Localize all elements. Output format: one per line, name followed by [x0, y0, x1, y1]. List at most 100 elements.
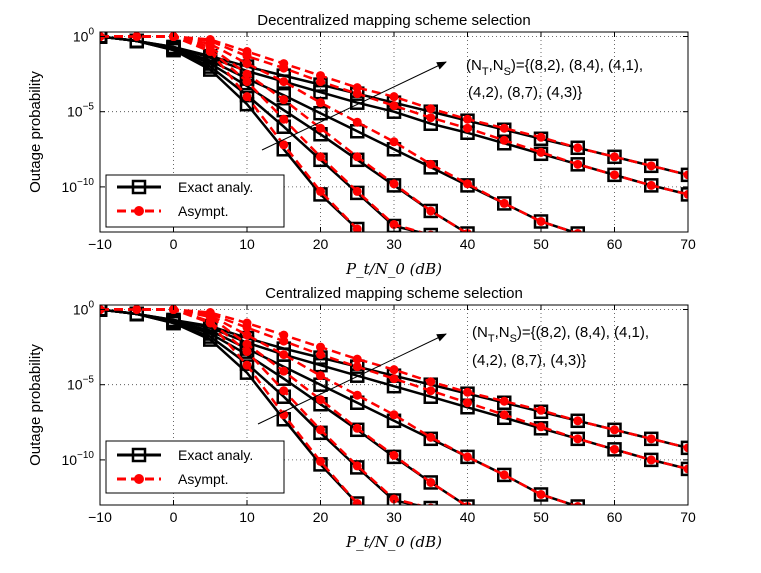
chart-title: Decentralized mapping scheme selection	[257, 12, 530, 29]
series-asympt	[100, 32, 362, 232]
asympt-marker	[316, 350, 325, 360]
exact-marker	[423, 475, 438, 490]
exact-marker	[680, 167, 688, 183]
asympt-marker	[426, 386, 436, 396]
exact-marker	[680, 440, 688, 456]
y-axis-label: Outage probability	[27, 71, 44, 193]
exact-marker	[497, 467, 512, 483]
exact-marker	[607, 149, 622, 165]
x-tick-label: 60	[607, 236, 623, 252]
asympt-marker	[242, 347, 252, 357]
x-tick-label: 30	[386, 236, 402, 252]
asympt-marker	[499, 470, 509, 480]
chart-title: Centralized mapping scheme selection	[265, 285, 523, 302]
asympt-marker	[463, 123, 472, 133]
x-tick-label: 60	[607, 509, 623, 525]
annotation-line-1: (NT,NS)={(8,2), (8,4), (4,1),	[466, 57, 643, 78]
asympt-marker	[683, 464, 688, 474]
asympt-marker	[242, 92, 252, 102]
series-layer	[100, 305, 688, 505]
series-asympt	[100, 32, 582, 232]
exact-marker	[313, 84, 328, 100]
asympt-marker	[389, 219, 399, 229]
x-tick-label: 40	[460, 236, 476, 252]
series-layer	[100, 32, 688, 232]
asympt-marker	[242, 77, 252, 87]
y-tick-label: 10−10	[61, 177, 94, 195]
asympt-marker	[536, 489, 546, 499]
asympt-marker	[316, 342, 325, 352]
asympt-marker	[242, 360, 252, 370]
asympt-marker	[683, 170, 688, 180]
asympt-marker	[463, 452, 472, 462]
y-tick-labels: 100 10−5 10−10	[61, 300, 94, 468]
asympt-marker	[499, 410, 509, 420]
exact-marker	[607, 167, 622, 183]
asympt-marker	[646, 434, 656, 444]
asympt-marker	[316, 186, 325, 196]
asympt-marker	[426, 104, 436, 114]
exact-marker	[350, 221, 365, 232]
exact-marker	[166, 42, 181, 58]
asympt-marker	[316, 395, 325, 405]
asympt-marker	[352, 461, 362, 471]
annotation-arrow	[261, 61, 447, 151]
asympt-marker	[279, 114, 289, 124]
exact-marker	[313, 105, 328, 121]
asympt-marker	[463, 398, 472, 408]
exact-marker	[276, 74, 291, 89]
x-tick-label: −10	[88, 509, 112, 525]
x-axis-label: P_t/N_0 (dB)	[345, 533, 442, 551]
asympt-marker	[683, 189, 688, 199]
asympt-marker	[573, 434, 583, 444]
asympt-marker	[646, 161, 656, 171]
asympt-marker	[389, 410, 399, 420]
exact-marker	[644, 431, 659, 447]
exact-marker	[313, 357, 328, 373]
asympt-marker	[389, 92, 399, 102]
asympt-marker	[352, 423, 362, 433]
legend-box	[105, 174, 285, 228]
exact-marker	[570, 226, 585, 232]
asympt-marker	[573, 229, 582, 232]
asympt-marker	[316, 152, 325, 162]
annotation-line-2: (4,2), (8,7), (4,3)}	[472, 352, 586, 369]
asympt-marker	[352, 152, 362, 162]
x-tick-label: 20	[313, 236, 329, 252]
exact-marker	[166, 315, 181, 331]
asympt-marker	[279, 140, 289, 150]
exact-marker	[607, 442, 622, 457]
asympt-marker	[389, 374, 399, 384]
x-tick-label: 30	[386, 509, 402, 525]
asympt-marker	[389, 179, 399, 189]
asympt-marker	[352, 224, 362, 232]
asympt-marker	[279, 386, 289, 396]
x-tick-label: 0	[170, 509, 178, 525]
ticks	[99, 32, 689, 232]
exact-marker	[203, 332, 218, 347]
x-tick-label: 40	[460, 509, 476, 525]
asympt-marker	[389, 365, 399, 375]
exact-marker	[460, 449, 475, 465]
asympt-marker	[352, 89, 362, 99]
exact-marker	[570, 140, 585, 156]
legend-asympt-marker	[134, 206, 144, 216]
x-tick-label: 20	[313, 509, 329, 525]
exact-marker	[607, 422, 622, 438]
asympt-marker	[389, 137, 399, 147]
asympt-marker	[316, 77, 325, 87]
exact-marker	[423, 203, 438, 219]
asympt-marker	[499, 198, 509, 208]
asympt-marker	[573, 143, 583, 153]
x-tick-label: 70	[680, 236, 696, 252]
asympt-marker	[279, 366, 289, 376]
asymptotic-curve	[100, 35, 359, 230]
y-tick-label: 100	[73, 27, 95, 45]
asympt-marker	[426, 159, 436, 169]
exact-marker	[644, 452, 659, 468]
x-tick-label: 10	[239, 236, 255, 252]
asympt-marker	[573, 502, 582, 505]
x-axis-label: P_t/N_0 (dB)	[345, 260, 442, 278]
asympt-marker	[316, 425, 325, 435]
